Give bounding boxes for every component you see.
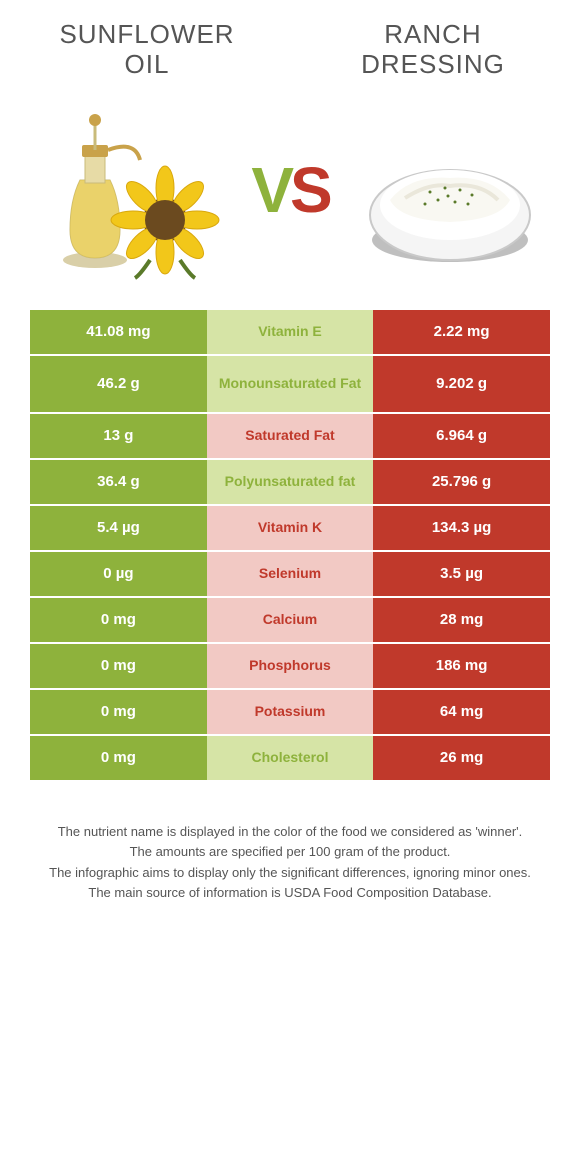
nutrient-row: 0 µgSelenium3.5 µg <box>30 552 550 598</box>
vs-s: S <box>290 158 329 222</box>
right-value: 64 mg <box>373 690 550 734</box>
nutrient-label: Phosphorus <box>207 644 373 688</box>
right-value: 26 mg <box>373 736 550 780</box>
left-title: Sunflower oil <box>30 20 264 80</box>
left-value: 5.4 µg <box>30 506 207 550</box>
right-value: 25.796 g <box>373 460 550 504</box>
footer-line2: The amounts are specified per 100 gram o… <box>40 842 540 862</box>
footer-notes: The nutrient name is displayed in the co… <box>30 822 550 903</box>
left-value: 13 g <box>30 414 207 458</box>
infographic-container: Sunflower oil Ranch dressing <box>0 0 580 924</box>
right-value: 6.964 g <box>373 414 550 458</box>
nutrient-label: Monounsaturated Fat <box>207 356 373 412</box>
nutrient-row: 0 mgCholesterol26 mg <box>30 736 550 782</box>
ranch-dressing-icon <box>355 95 545 285</box>
right-title-col: Ranch dressing <box>316 20 550 80</box>
nutrient-label: Cholesterol <box>207 736 373 780</box>
left-value: 0 mg <box>30 736 207 780</box>
footer-line1: The nutrient name is displayed in the co… <box>40 822 540 842</box>
vs-v: V <box>251 158 290 222</box>
right-value: 28 mg <box>373 598 550 642</box>
sunflower-oil-icon <box>35 95 225 285</box>
right-value: 134.3 µg <box>373 506 550 550</box>
left-value: 0 µg <box>30 552 207 596</box>
left-title-line2: oil <box>125 49 170 79</box>
nutrient-row: 0 mgPhosphorus186 mg <box>30 644 550 690</box>
nutrient-label: Selenium <box>207 552 373 596</box>
nutrient-row: 46.2 gMonounsaturated Fat9.202 g <box>30 356 550 414</box>
right-title-line1: Ranch <box>384 19 481 49</box>
hero-row: VS <box>30 95 550 285</box>
nutrient-label: Vitamin K <box>207 506 373 550</box>
right-value: 2.22 mg <box>373 310 550 354</box>
right-value: 9.202 g <box>373 356 550 412</box>
vs-badge: VS <box>251 158 328 222</box>
nutrient-row: 41.08 mgVitamin E2.22 mg <box>30 310 550 356</box>
left-title-col: Sunflower oil <box>30 20 264 80</box>
nutrient-label: Calcium <box>207 598 373 642</box>
nutrient-label: Polyunsaturated fat <box>207 460 373 504</box>
left-value: 0 mg <box>30 690 207 734</box>
nutrient-label: Vitamin E <box>207 310 373 354</box>
titles-row: Sunflower oil Ranch dressing <box>30 20 550 80</box>
left-value: 36.4 g <box>30 460 207 504</box>
left-value: 46.2 g <box>30 356 207 412</box>
nutrient-label: Saturated Fat <box>207 414 373 458</box>
right-value: 3.5 µg <box>373 552 550 596</box>
left-value: 0 mg <box>30 644 207 688</box>
nutrient-label: Potassium <box>207 690 373 734</box>
nutrient-row: 0 mgCalcium28 mg <box>30 598 550 644</box>
nutrient-row: 36.4 gPolyunsaturated fat25.796 g <box>30 460 550 506</box>
nutrient-table: 41.08 mgVitamin E2.22 mg46.2 gMonounsatu… <box>30 310 550 782</box>
footer-line4: The main source of information is USDA F… <box>40 883 540 903</box>
nutrient-row: 13 gSaturated Fat6.964 g <box>30 414 550 460</box>
right-title: Ranch dressing <box>316 20 550 80</box>
nutrient-row: 5.4 µgVitamin K134.3 µg <box>30 506 550 552</box>
right-title-line2: dressing <box>361 49 505 79</box>
left-value: 0 mg <box>30 598 207 642</box>
nutrient-row: 0 mgPotassium64 mg <box>30 690 550 736</box>
left-title-line1: Sunflower <box>59 19 234 49</box>
footer-line3: The infographic aims to display only the… <box>40 863 540 883</box>
right-value: 186 mg <box>373 644 550 688</box>
left-value: 41.08 mg <box>30 310 207 354</box>
